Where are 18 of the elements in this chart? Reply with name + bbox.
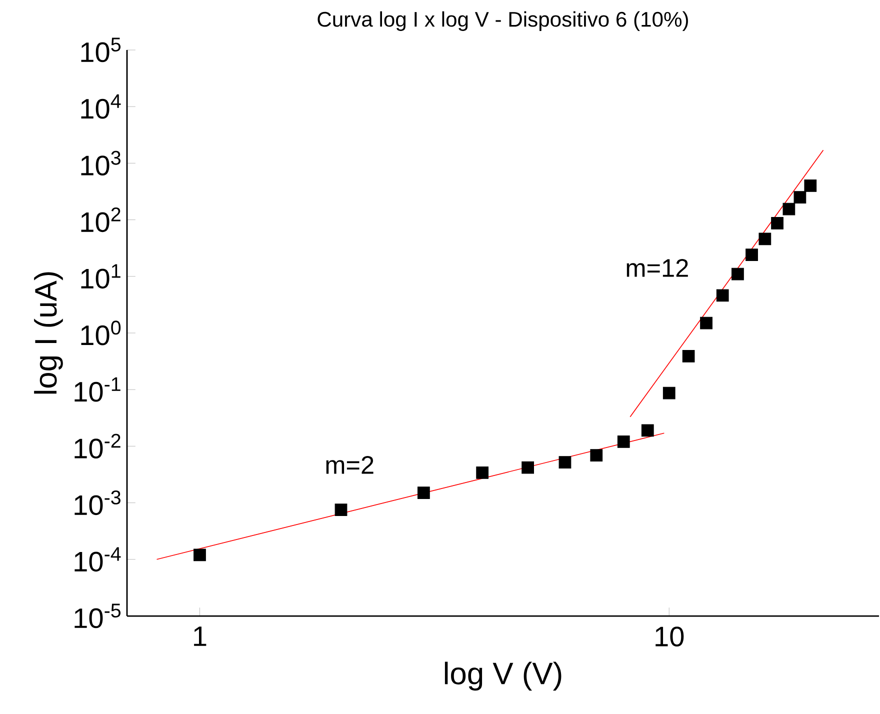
y-tick-label: 10$^{2}$	[81, 207, 120, 232]
y-tick-label: 10$^{3}$	[81, 150, 120, 176]
y-tick-label: 10$^{4}$	[81, 94, 121, 119]
y-tick-label: 10$^{-5}$	[74, 604, 121, 628]
y-tick-label: 10$^{-1}$	[74, 377, 120, 402]
y-tick-label: 10$^{0}$	[81, 320, 121, 346]
annotation: m=12	[626, 259, 688, 277]
x-axis-title: log V (V)	[444, 662, 562, 691]
y-tick-label: 10$^{-2}$	[74, 434, 120, 458]
y-tick-label: 10$^{5}$	[81, 38, 121, 62]
chart-title: Curva log I x log V - Dispositivo 6 (10%)	[318, 11, 688, 31]
y-tick-label: 10$^{1}$	[81, 264, 120, 289]
y-tick-label: 10$^{-3}$	[74, 490, 120, 516]
x-tick-label: 1	[194, 626, 206, 646]
annotation: m=2	[326, 456, 374, 474]
y-tick-label: 10$^{-4}$	[74, 547, 121, 572]
x-tick-label: 10	[656, 626, 684, 646]
y-axis-title: log I (uA)	[34, 272, 63, 394]
